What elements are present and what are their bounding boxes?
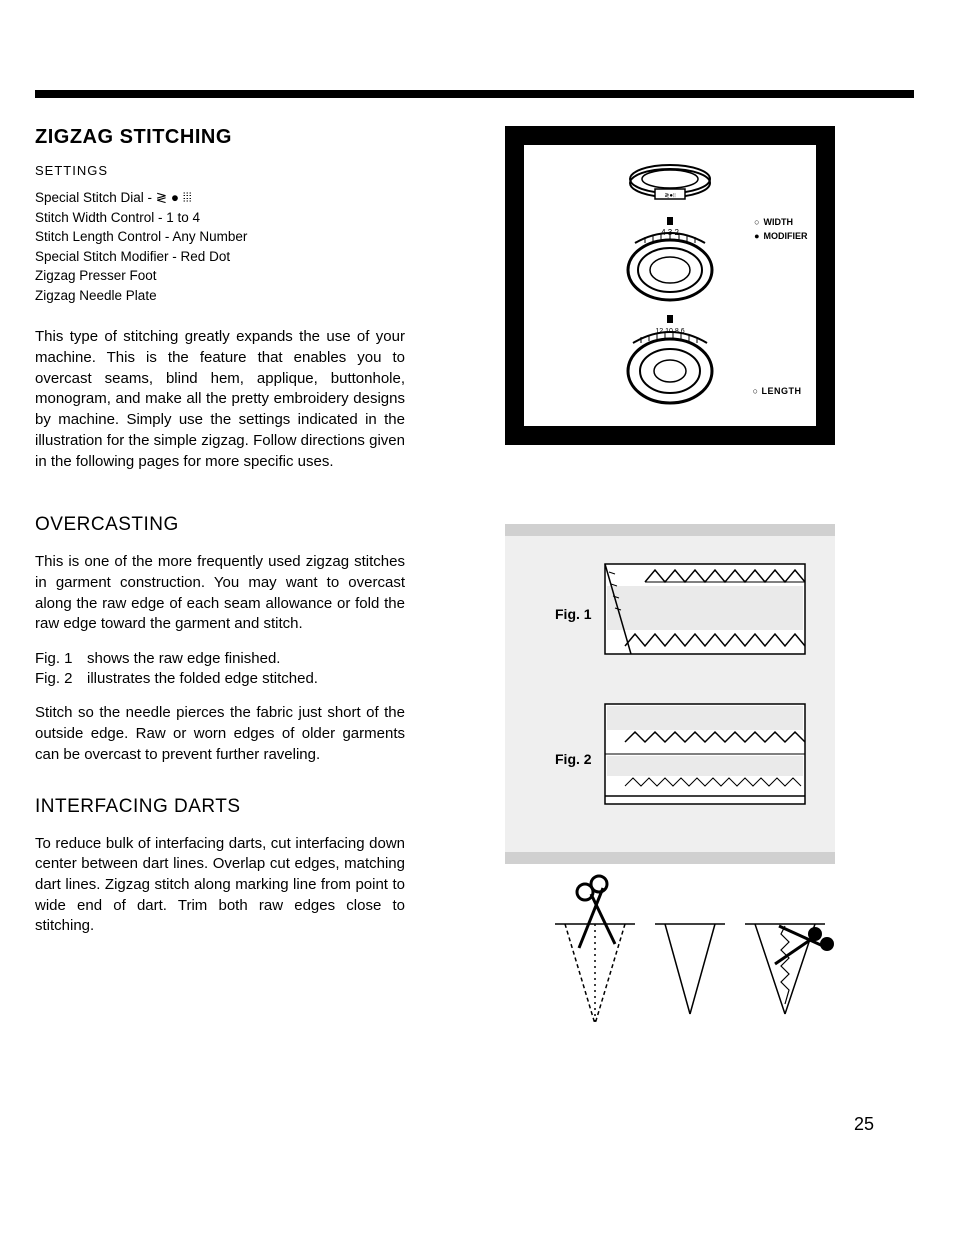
fig2-text: illustrates the folded edge stitched. (87, 669, 405, 689)
settings-list: Special Stitch Dial - ≷ ● ⦙⦙⦙ Stitch Wid… (35, 188, 405, 305)
overcasting-title: OVERCASTING (35, 514, 405, 536)
setting-item: Zigzag Presser Foot (35, 266, 405, 286)
section-zigzag: ZIGZAG STITCHING SETTINGS Special Stitch… (35, 126, 914, 486)
width-label: WIDTH (764, 217, 794, 229)
open-dot-icon: ○ (754, 217, 759, 229)
length-label-wrap: ○ LENGTH (753, 386, 802, 396)
overcast-para2: Stitch so the needle pierces the fabric … (35, 703, 405, 765)
dial-panel: ○ WIDTH ● MODIFIER ○ LENGTH ≷●⦙⦙ (505, 126, 835, 445)
dial-stack: ≷●⦙⦙ 4 3 2 (534, 159, 806, 408)
section-overcast-darts: OVERCASTING This is one of the more freq… (35, 514, 914, 1084)
darts-illustration (555, 876, 834, 1024)
filled-dot-icon: ● (754, 231, 759, 243)
svg-text:≷●⦙⦙: ≷●⦙⦙ (664, 192, 675, 199)
interfacing-darts-title: INTERFACING DARTS (35, 796, 405, 818)
fig1-label: Fig. 1 (35, 649, 87, 669)
special-stitch-dial-icon: ≷●⦙⦙ (625, 159, 715, 207)
top-rule (35, 90, 914, 98)
length-label: LENGTH (762, 386, 802, 396)
length-nums: 12 10 8 6 (655, 328, 684, 335)
dial-labels: ○ WIDTH ● MODIFIER (754, 217, 807, 244)
setting-item: Special Stitch Dial - ≷ ● ⦙⦙⦙ (35, 188, 405, 208)
fig1-text: shows the raw edge finished. (87, 649, 405, 669)
zigzag-figure-column: ○ WIDTH ● MODIFIER ○ LENGTH ≷●⦙⦙ (425, 126, 914, 486)
width-dial-icon: 4 3 2 (615, 215, 725, 305)
zigzag-paragraph: This type of stitching greatly expands t… (35, 327, 405, 472)
overcast-para1: This is one of the more frequently used … (35, 552, 405, 635)
fig2-box-label: Fig. 2 (555, 751, 592, 767)
setting-item: Zigzag Needle Plate (35, 286, 405, 306)
overcast-diagram-icon: Fig. 1 Fig. 2 (505, 524, 835, 1084)
overcast-text-column: OVERCASTING This is one of the more freq… (35, 514, 405, 1084)
fig1-box-label: Fig. 1 (555, 606, 592, 622)
overcast-figure: Fig. 1 Fig. 2 (505, 514, 835, 1084)
zigzag-title: ZIGZAG STITCHING (35, 126, 405, 149)
settings-label: SETTINGS (35, 163, 405, 178)
fig2-label: Fig. 2 (35, 669, 87, 689)
overcast-figure-column: Fig. 1 Fig. 2 (425, 514, 914, 1084)
setting-item: Stitch Length Control - Any Number (35, 227, 405, 247)
length-dial-icon: 12 10 8 6 (615, 313, 725, 408)
dial-inner: ○ WIDTH ● MODIFIER ○ LENGTH ≷●⦙⦙ (523, 144, 817, 427)
setting-item: Special Stitch Modifier - Red Dot (35, 247, 405, 267)
darts-para: To reduce bulk of interfacing darts, cut… (35, 834, 405, 937)
page-number: 25 (35, 1114, 914, 1135)
fig-list: Fig. 1 shows the raw edge finished. Fig.… (35, 649, 405, 690)
zigzag-text-column: ZIGZAG STITCHING SETTINGS Special Stitch… (35, 126, 405, 486)
modifier-label: MODIFIER (764, 231, 808, 243)
setting-item: Stitch Width Control - 1 to 4 (35, 208, 405, 228)
